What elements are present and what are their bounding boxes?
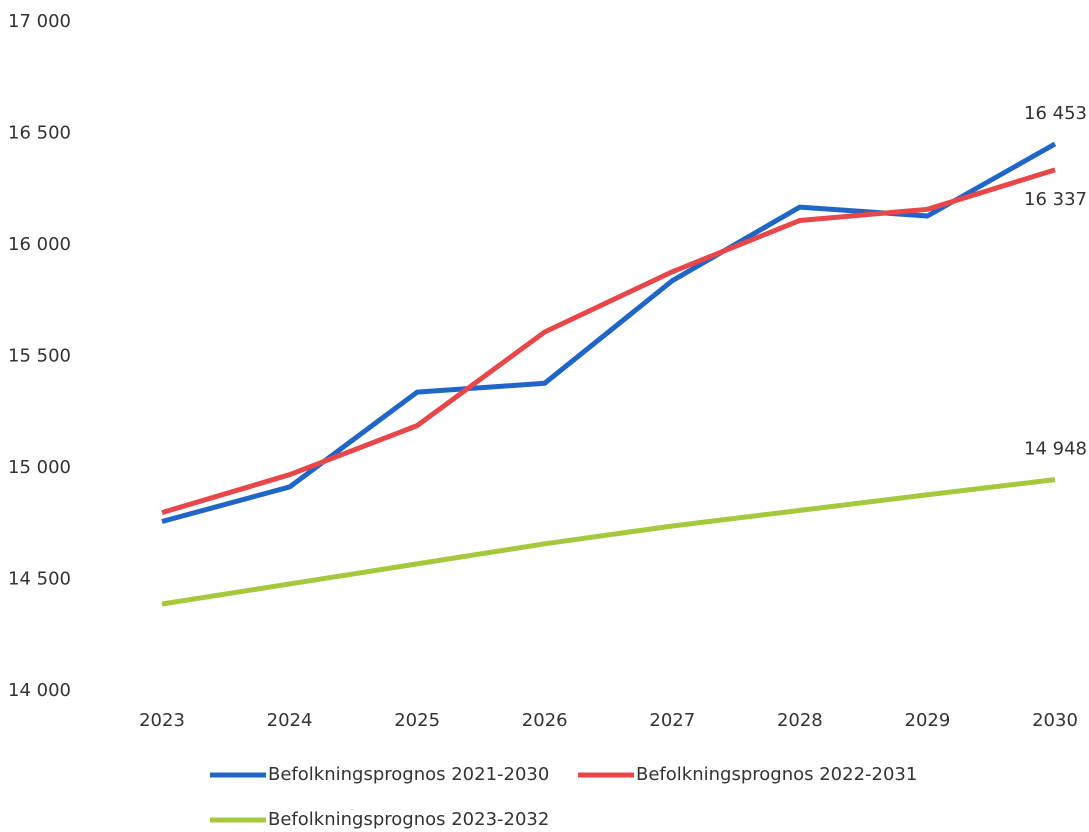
x-tick-label: 2026 (522, 710, 568, 731)
value-label: 16 453 (1024, 103, 1087, 124)
y-tick-label: 16 500 (8, 123, 71, 144)
value-label: 14 948 (1024, 439, 1087, 460)
x-tick-label: 2030 (1032, 710, 1078, 731)
y-tick-label: 15 000 (8, 457, 71, 478)
legend-label: Befolkningsprognos 2022-2031 (636, 764, 917, 785)
x-tick-label: 2029 (905, 710, 951, 731)
x-tick-label: 2027 (649, 710, 695, 731)
x-tick-label: 2023 (139, 710, 185, 731)
y-tick-label: 15 500 (8, 346, 71, 367)
series-line (161, 141, 1057, 524)
x-tick-label: 2028 (777, 710, 823, 731)
series-line (161, 477, 1056, 607)
legend-label: Befolkningsprognos 2023-2032 (268, 809, 549, 830)
value-label: 16 337 (1024, 189, 1087, 210)
y-tick-label: 17 000 (8, 11, 71, 32)
y-tick-label: 14 500 (8, 569, 71, 590)
x-tick-label: 2024 (267, 710, 313, 731)
series-line (161, 167, 1056, 515)
y-tick-label: 16 000 (8, 234, 71, 255)
x-tick-label: 2025 (394, 710, 440, 731)
legend-label: Befolkningsprognos 2021-2030 (268, 764, 549, 785)
y-tick-label: 14 000 (8, 680, 71, 701)
